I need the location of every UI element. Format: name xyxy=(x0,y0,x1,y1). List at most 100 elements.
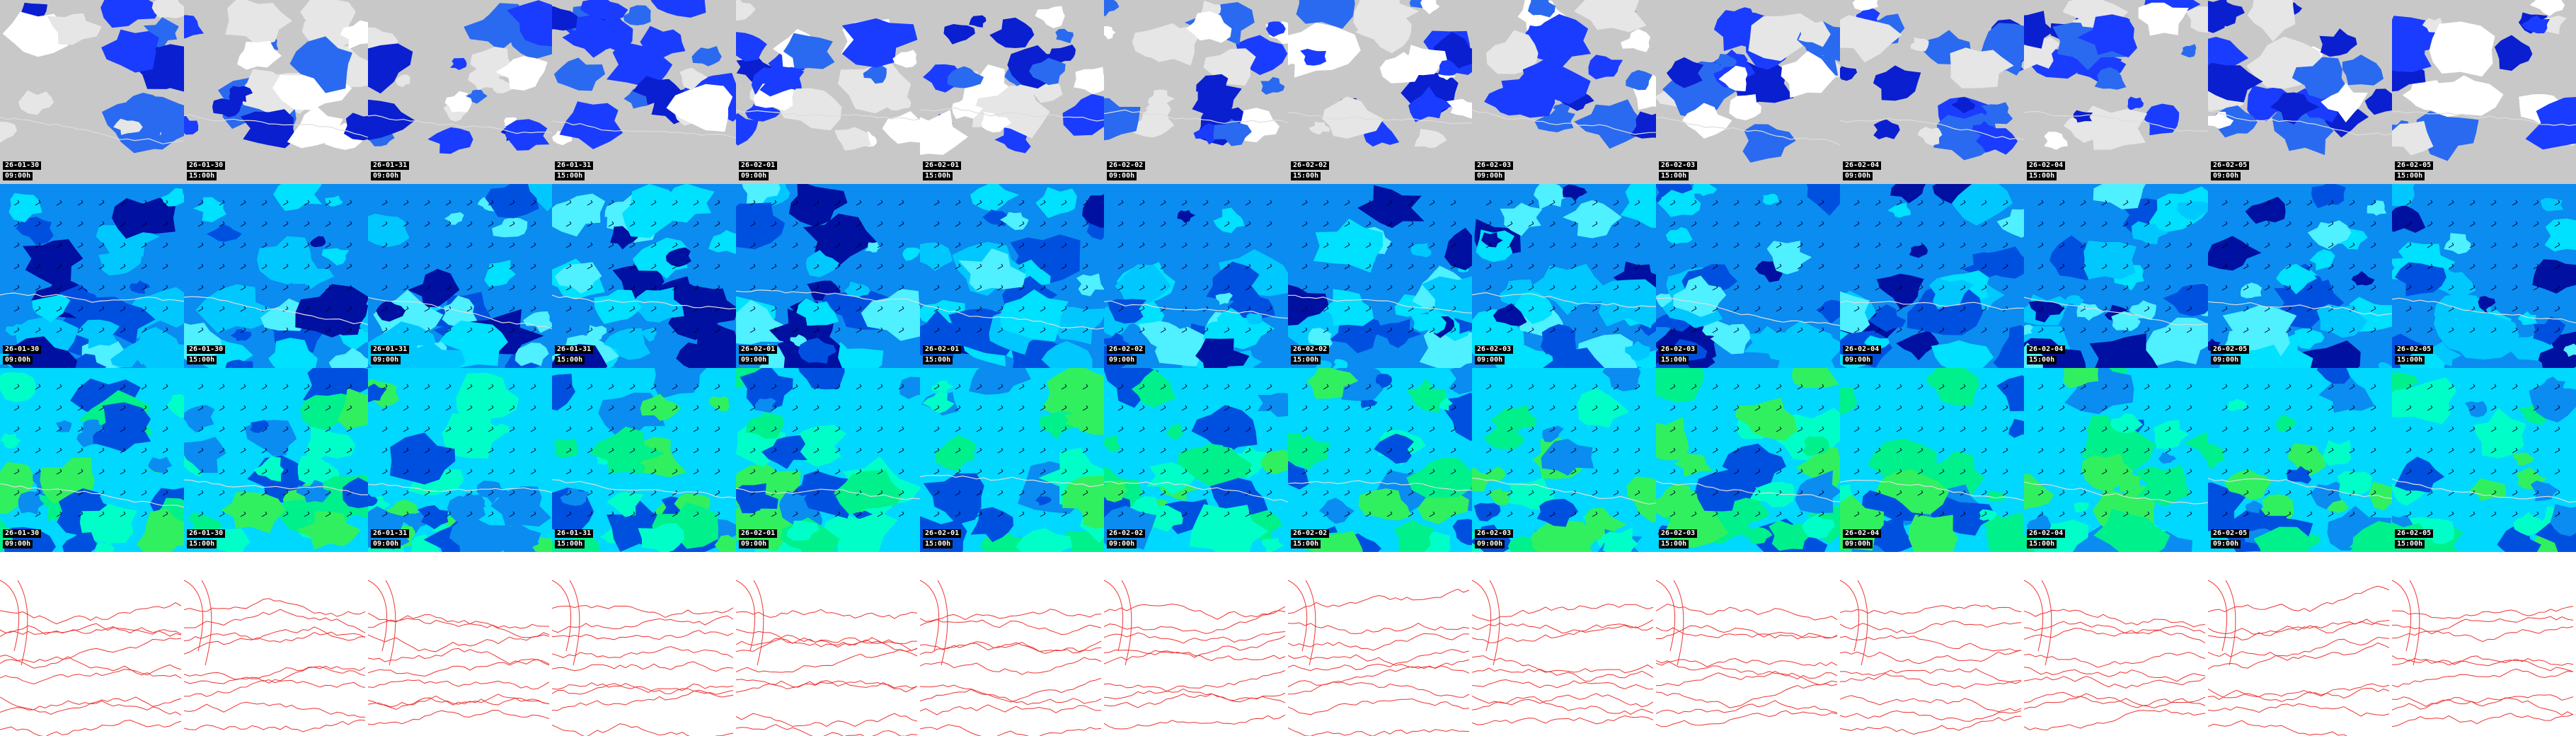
weather-blob xyxy=(2349,532,2377,552)
wind-barb xyxy=(1139,242,1145,248)
wind-barb xyxy=(162,306,168,312)
map-tile: 26-02-01 09:00h xyxy=(736,184,920,368)
time-label: 09:00h xyxy=(1475,172,1505,180)
contour-line xyxy=(2392,668,2574,688)
wind-barb xyxy=(1754,221,1761,227)
map-tile: 26-01-30 15:00h xyxy=(184,184,368,368)
weather-blob xyxy=(1692,184,1718,197)
wind-barb xyxy=(1301,221,1308,227)
wind-barb xyxy=(1853,511,1860,517)
wind-barb xyxy=(2264,200,2270,206)
wind-barb xyxy=(1896,200,1902,206)
wind-barb xyxy=(2405,490,2412,496)
wind-barb xyxy=(587,221,593,227)
weather-blob xyxy=(1766,241,1812,275)
wind-barb xyxy=(2554,490,2560,496)
wind-barb xyxy=(749,221,756,227)
coastline xyxy=(184,114,368,138)
contour-line xyxy=(184,719,366,732)
wind-barb xyxy=(1224,447,1230,454)
wind-barb xyxy=(282,284,289,291)
wind-barb xyxy=(1853,490,1860,496)
weather-blob xyxy=(1404,45,1447,76)
wind-barb xyxy=(771,384,777,390)
wind-barb xyxy=(1040,511,1046,517)
wind-barb xyxy=(1570,242,1577,248)
wind-barb xyxy=(1018,511,1025,517)
date-label: 26-02-05 xyxy=(2395,529,2434,538)
map-image xyxy=(920,368,1104,552)
wind-barb xyxy=(792,284,798,291)
wind-barb xyxy=(2285,306,2292,312)
wind-barb xyxy=(1160,242,1166,248)
wind-barb xyxy=(35,221,41,227)
wind-barb xyxy=(792,306,798,312)
weather-blob xyxy=(295,284,368,338)
wind-barb xyxy=(2243,490,2249,496)
weather-blob xyxy=(490,486,551,527)
wind-barb xyxy=(2512,490,2518,496)
wind-barb xyxy=(1981,200,1987,206)
wind-barb xyxy=(2144,221,2150,227)
wind-barb xyxy=(403,242,409,248)
wind-barb xyxy=(1040,306,1046,312)
map-image xyxy=(1288,552,1472,736)
weather-blob xyxy=(1074,67,1104,95)
wind-barb xyxy=(1754,405,1761,411)
wind-barb xyxy=(1917,221,1924,227)
wind-barb xyxy=(1301,384,1308,390)
wind-barb xyxy=(1592,426,1598,432)
wind-barb xyxy=(403,426,409,432)
wind-barb xyxy=(629,263,636,270)
wind-barb xyxy=(2101,221,2108,227)
wind-barb xyxy=(1691,447,1697,454)
wind-barb xyxy=(1669,284,1676,291)
wind-barb xyxy=(2490,200,2497,206)
wind-barb xyxy=(1853,200,1860,206)
wind-barb xyxy=(672,284,678,291)
wind-barb xyxy=(976,306,982,312)
weather-blob xyxy=(300,0,356,32)
weather-blob xyxy=(444,212,464,225)
wind-barb xyxy=(714,405,720,411)
time-label: 09:00h xyxy=(739,540,769,548)
wind-barb xyxy=(98,284,105,291)
wind-barb xyxy=(2221,490,2228,496)
wind-barb xyxy=(2306,511,2313,517)
wind-barb xyxy=(1160,511,1166,517)
wind-barb xyxy=(488,327,494,333)
contour-line xyxy=(184,626,366,642)
wind-barb xyxy=(325,263,331,270)
wind-barb xyxy=(240,511,246,517)
wind-barb xyxy=(997,405,1004,411)
wind-barb xyxy=(650,327,657,333)
wind-barb xyxy=(2186,242,2192,248)
map-image xyxy=(736,0,920,184)
wind-barb xyxy=(13,242,20,248)
wind-barb xyxy=(877,306,883,312)
wind-barb xyxy=(1082,405,1088,411)
wind-barb xyxy=(898,426,904,432)
weather-blob xyxy=(580,0,628,20)
weather-blob xyxy=(1410,243,1432,258)
wind-barb xyxy=(2405,327,2412,333)
wind-barb xyxy=(1450,426,1456,432)
wind-barb xyxy=(650,284,657,291)
wind-barb xyxy=(1344,242,1350,248)
weather-blob xyxy=(449,518,511,552)
wind-barb xyxy=(35,468,41,475)
wind-barb xyxy=(1981,306,1987,312)
weather-blob xyxy=(922,391,955,414)
wind-barb xyxy=(976,384,982,390)
wind-barb xyxy=(1117,221,1124,227)
wind-barb xyxy=(1613,468,1619,475)
wind-barb xyxy=(672,306,678,312)
wind-barb xyxy=(714,447,720,454)
wind-barb xyxy=(1365,327,1372,333)
wind-barb xyxy=(1485,405,1492,411)
wind-barb xyxy=(2243,263,2249,270)
weather-blob xyxy=(714,534,736,552)
wind-barb xyxy=(1981,405,1987,411)
weather-blob xyxy=(1626,476,1656,523)
wind-barb xyxy=(240,405,246,411)
